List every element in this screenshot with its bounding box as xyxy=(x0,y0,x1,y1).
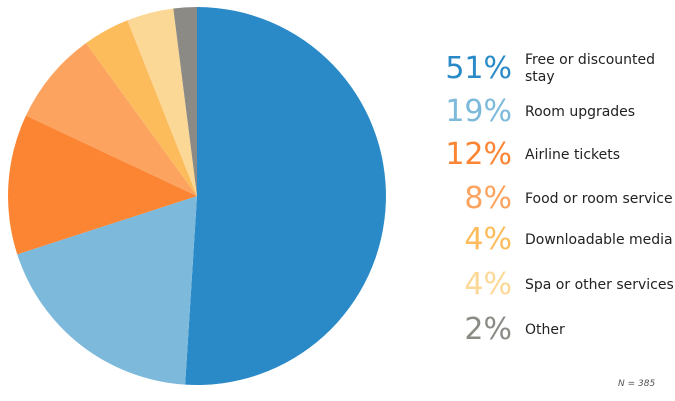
pie-slice-other xyxy=(173,6,197,196)
legend-label: Downloadable media xyxy=(525,231,673,248)
pie-slice-food-or-room-service xyxy=(25,43,197,196)
legend-percent: 4% xyxy=(464,267,512,302)
legend-label: Food or room service xyxy=(525,190,673,207)
pie-slice-room-upgrades xyxy=(17,196,197,385)
legend-item-room-upgrades: 19% Room upgrades xyxy=(430,97,675,127)
legend-percent: 51% xyxy=(445,51,512,86)
legend-item-other: 2% Other xyxy=(430,315,675,345)
pie-slice-airline-tickets xyxy=(8,115,198,255)
legend-label: Other xyxy=(525,321,565,338)
legend-item-free-stay: 51% Free or discounted stay xyxy=(430,52,675,86)
pie-slice-free-or-discounted-stay xyxy=(185,7,386,386)
pie-slice-downloadable-media xyxy=(85,20,197,196)
legend-label: Free or discounted stay xyxy=(525,52,655,85)
legend-percent: 19% xyxy=(445,94,512,129)
legend-item-airline-tickets: 12% Airline tickets xyxy=(430,140,675,170)
legend-percent: 4% xyxy=(464,222,512,257)
pie-chart xyxy=(8,6,386,386)
legend-label: Room upgrades xyxy=(525,103,636,120)
legend-label: Airline tickets xyxy=(525,146,621,163)
legend-percent: 8% xyxy=(464,181,512,216)
legend-percent: 2% xyxy=(464,312,512,347)
pie-slice-spa-or-other-services xyxy=(127,8,197,196)
legend-percent: 12% xyxy=(445,137,512,172)
legend-item-food-room-service: 8% Food or room service xyxy=(430,184,675,214)
legend-item-downloadable-media: 4% Downloadable media xyxy=(430,225,675,255)
sample-size-note: N = 385 xyxy=(618,379,656,389)
legend-item-spa-services: 4% Spa or other services xyxy=(430,270,675,300)
legend-label: Spa or other services xyxy=(525,276,674,293)
